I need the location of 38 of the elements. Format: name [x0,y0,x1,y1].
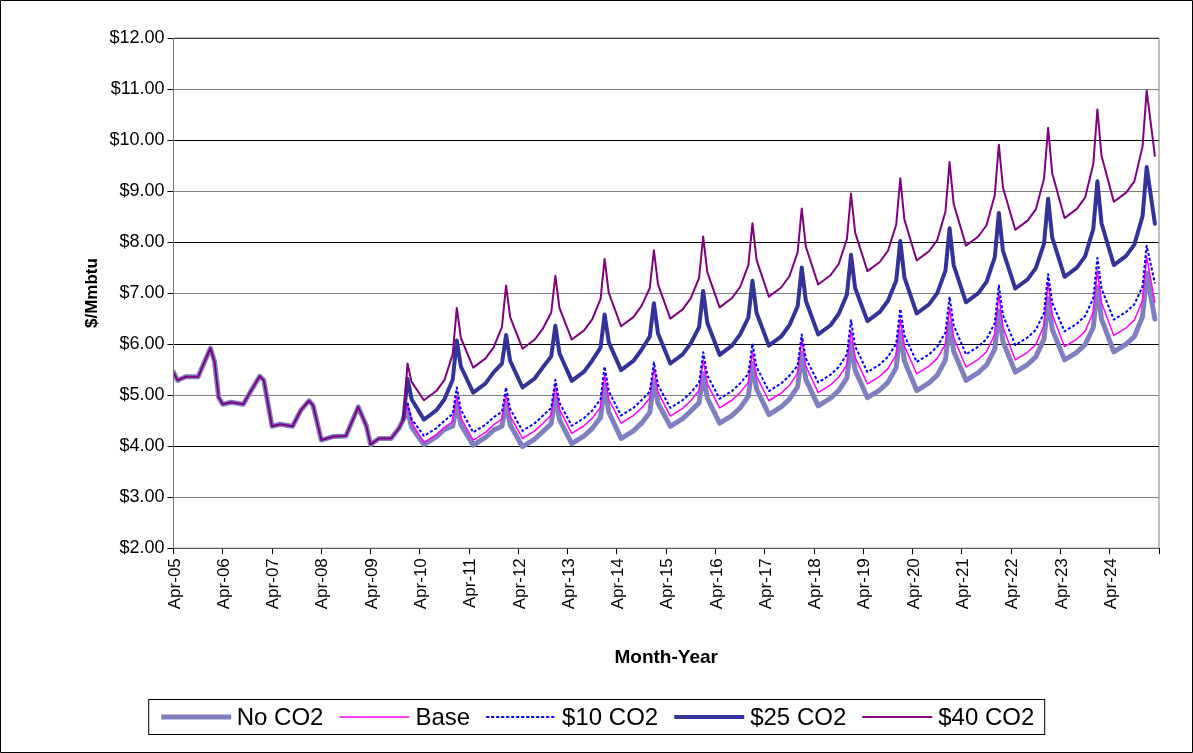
x-tick-label: Apr-05 [164,558,184,610]
x-tick-label: Apr-14 [608,558,628,610]
x-tick-label: Apr-06 [213,558,233,610]
x-tick-label: Apr-10 [410,558,430,610]
y-tick-label: $6.00 [119,333,165,354]
x-tick-label: Apr-13 [558,558,578,610]
x-tick-label: Apr-19 [854,558,874,610]
x-axis-title: Month-Year [614,645,719,667]
legend-label: $40 CO2 [938,703,1035,731]
legend-label: $10 CO2 [562,703,659,731]
x-tick-label: Apr-23 [1051,558,1071,610]
y-axis-title: $/Mmbtu [81,258,101,329]
y-tick-label: $10.00 [109,129,165,150]
y-tick-label: $12.00 [109,26,165,47]
legend-label: Base [415,703,471,731]
x-tick-label: Apr-18 [805,558,825,610]
y-tick-label: $4.00 [119,435,165,456]
x-tick-label: Apr-07 [263,558,283,610]
x-tick-label: Apr-17 [755,558,775,610]
x-tick-label: Apr-16 [706,558,726,610]
y-tick-label: $9.00 [119,180,165,201]
x-tick-label: Apr-11 [460,558,480,608]
x-tick-label: Apr-22 [1002,558,1022,610]
x-tick-label: Apr-21 [953,558,973,610]
legend-label: $25 CO2 [750,703,847,731]
y-tick-label: $8.00 [119,231,165,252]
x-tick-label: Apr-12 [509,558,529,610]
x-tick-label: Apr-08 [312,558,332,610]
x-tick-label: Apr-20 [903,558,923,610]
y-tick-label: $11.00 [110,77,165,98]
y-tick-label: $3.00 [119,486,165,507]
y-tick-label: $2.00 [119,537,165,558]
y-tick-label: $5.00 [119,384,165,405]
x-tick-label: Apr-09 [361,558,381,610]
y-tick-label: $7.00 [119,282,165,303]
legend-label: No CO2 [236,703,324,731]
x-tick-label: Apr-24 [1100,558,1120,610]
x-tick-label: Apr-15 [657,558,677,610]
